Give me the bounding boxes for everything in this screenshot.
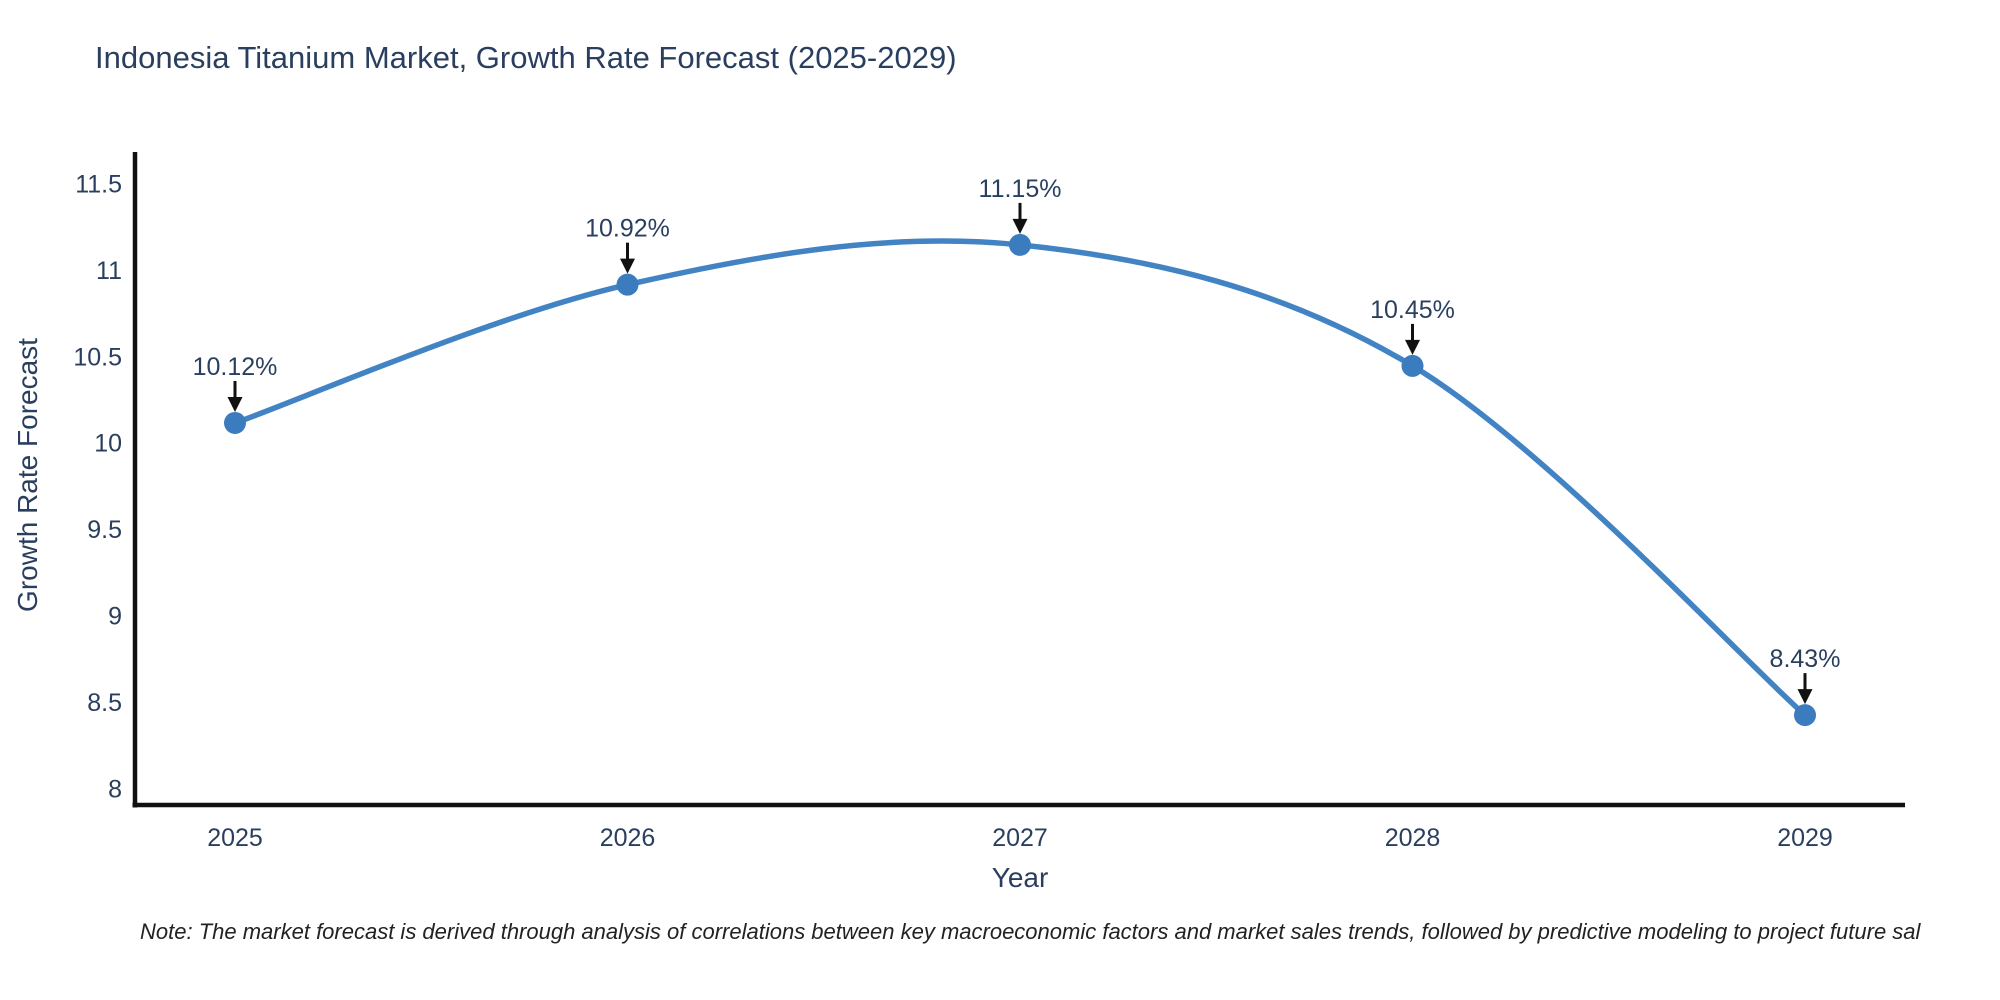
annotation-label-2028: 10.45% [1370,296,1455,324]
y-tick-label: 11.5 [75,170,122,198]
y-tick-label: 9 [108,603,122,631]
annotation-label-2025: 10.12% [193,353,278,381]
annotation-arrowhead-2029 [1797,689,1813,705]
y-tick-label: 10.5 [73,343,122,371]
y-tick-label: 10 [94,430,122,458]
footnote: Note: The market forecast is derived thr… [140,919,1921,944]
x-tick-label: 2029 [1777,824,1833,852]
x-tick-label: 2026 [600,824,656,852]
y-tick-label: 11 [96,257,122,285]
y-tick-label: 8 [108,775,122,803]
chart-title: Indonesia Titanium Market, Growth Rate F… [95,40,957,75]
data-point-2025 [224,411,246,434]
data-point-2026 [616,273,639,296]
annotation-label-2029: 8.43% [1770,645,1841,673]
data-point-2029 [1794,704,1816,727]
line-series [232,238,1808,718]
annotation-arrowhead-2025 [227,396,243,412]
annotation-arrowhead-2028 [1405,339,1420,355]
y-tick-label: 8.5 [87,689,122,717]
x-tick-label: 2027 [992,824,1048,852]
y-tick-label: 9.5 [87,516,122,544]
annotation-arrowhead-2027 [1012,218,1028,234]
x-tick-label: 2025 [207,824,263,852]
annotation-arrowhead-2026 [620,258,635,274]
annotation-label-2027: 11.15% [979,175,1062,203]
x-axis-title: Year [991,862,1049,893]
data-point-2027 [1009,233,1031,256]
x-tick-label: 2028 [1385,824,1441,852]
data-point-2028 [1401,354,1424,377]
annotation-label-2026: 10.92% [585,215,670,243]
